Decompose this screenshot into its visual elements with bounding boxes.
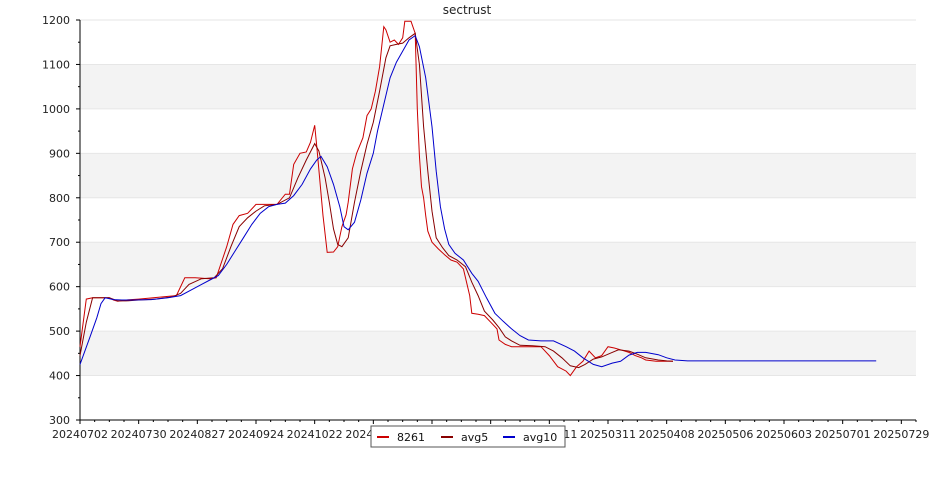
gridlines <box>80 19 916 421</box>
y-tick-label: 500 <box>49 325 70 338</box>
legend-box <box>370 425 566 448</box>
x-tick-label: 20250729 <box>873 428 929 441</box>
chart-title: sectrust <box>443 3 492 17</box>
plot-band <box>80 108 916 154</box>
y-tick-label: 600 <box>49 281 70 294</box>
x-tick-label: 20240702 <box>52 428 108 441</box>
legend-label-avg10: avg10 <box>523 431 557 444</box>
plot-band <box>80 331 916 376</box>
plot-background-bands <box>80 20 916 420</box>
series-lines <box>79 20 877 377</box>
y-tick-label: 800 <box>49 192 70 205</box>
x-tick-label: 20250506 <box>697 428 753 441</box>
legend-label-8261: 8261 <box>397 431 425 444</box>
legend: 8261 avg5 avg10 <box>370 425 566 448</box>
y-tick-label: 700 <box>49 236 70 249</box>
y-tick-label: 900 <box>49 147 70 160</box>
plot-band <box>80 64 916 109</box>
y-axis-ticks: 300 400 500 600 700 800 900 1000 1100 1200 <box>42 14 80 427</box>
x-tick-label: 20241022 <box>287 428 343 441</box>
x-tick-label: 20250603 <box>756 428 812 441</box>
plot-band <box>80 197 916 243</box>
x-tick-label: 20240924 <box>228 428 284 441</box>
plot-band <box>80 20 916 65</box>
y-tick-label: 1200 <box>42 14 70 27</box>
x-tick-label: 20240730 <box>111 428 167 441</box>
series-line-avg5 <box>79 32 674 369</box>
y-tick-label: 300 <box>49 414 70 427</box>
legend-label-avg5: avg5 <box>461 431 488 444</box>
y-tick-label: 1000 <box>42 103 70 116</box>
x-tick-label: 20250408 <box>639 428 695 441</box>
plot-band <box>80 286 916 332</box>
plot-band <box>80 153 916 198</box>
x-tick-label: 20250701 <box>815 428 871 441</box>
plot-band <box>80 375 916 420</box>
x-tick-label: 20240827 <box>169 428 225 441</box>
x-tick-label: 20250311 <box>580 428 636 441</box>
y-tick-label: 1100 <box>42 58 70 71</box>
series-line-avg10 <box>79 34 877 368</box>
plot-band <box>80 242 916 287</box>
y-tick-label: 400 <box>49 370 70 383</box>
